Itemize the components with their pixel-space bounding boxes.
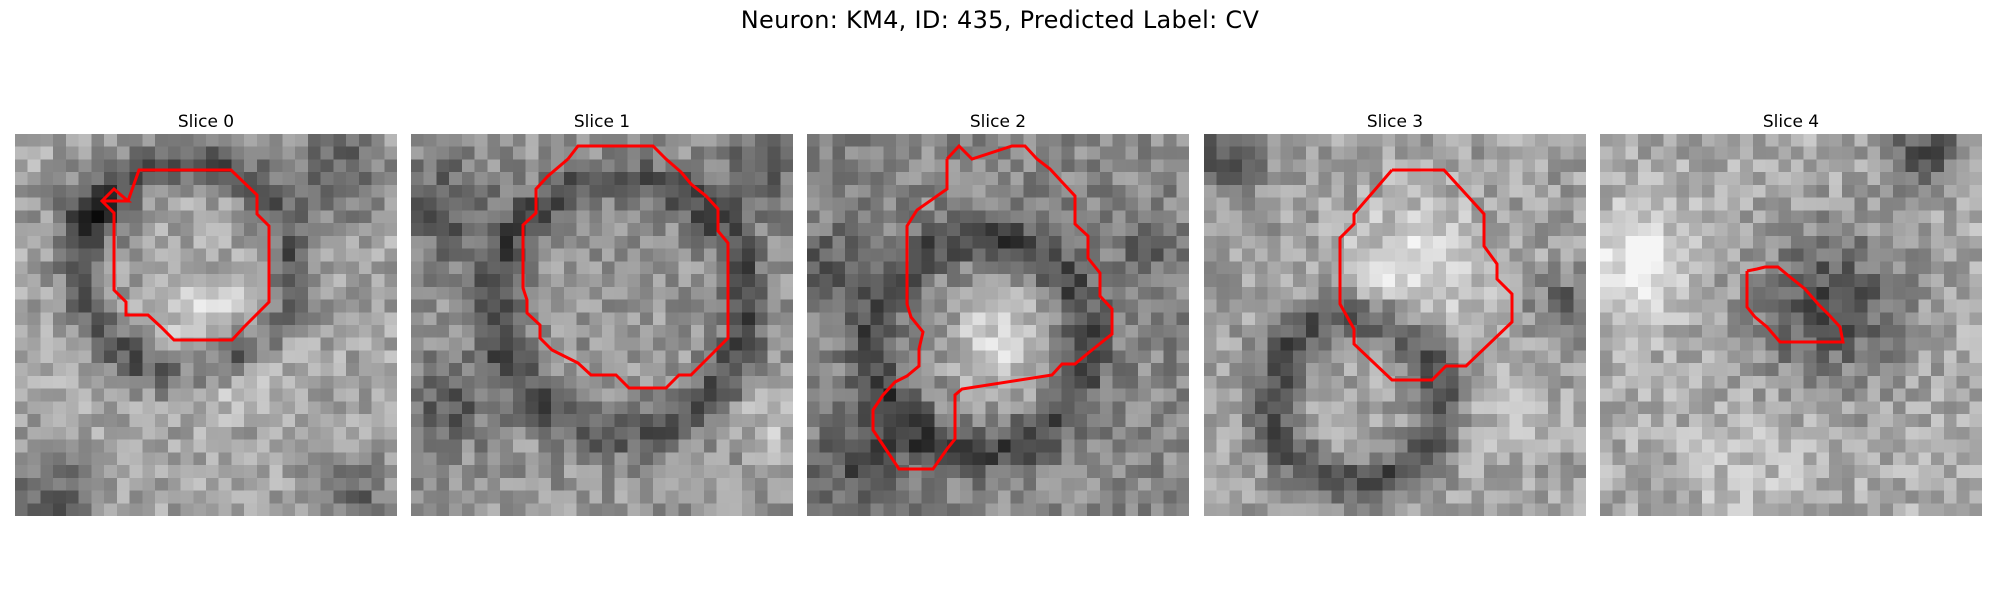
slice-image-1 <box>411 134 793 516</box>
roi-contour-4 <box>1745 265 1845 344</box>
slice-title-3: Slice 3 <box>1366 112 1424 132</box>
micrograph-0 <box>15 134 397 516</box>
roi-contour-0 <box>99 168 271 342</box>
slice-title-2: Slice 2 <box>969 112 1027 132</box>
slice-panel-1: Slice 1 <box>411 110 793 516</box>
slice-panel-2: Slice 2 <box>807 110 1189 516</box>
contour-overlay-4 <box>1745 265 1845 344</box>
figure-title: Neuron: KM4, ID: 435, Predicted Label: C… <box>740 6 1260 34</box>
slice-title-1: Slice 1 <box>573 112 631 132</box>
contour-overlay-2 <box>871 143 1114 471</box>
roi-contour-3 <box>1338 168 1514 382</box>
slice-image-0 <box>15 134 397 516</box>
contour-overlay-3 <box>1338 168 1514 382</box>
slice-title-4: Slice 4 <box>1762 112 1820 132</box>
slice-panel-0: Slice 0 <box>15 110 397 516</box>
slice-panel-3: Slice 3 <box>1204 110 1586 516</box>
micrograph-2 <box>807 134 1189 516</box>
slice-image-3 <box>1204 134 1586 516</box>
contour-overlay-1 <box>521 144 730 390</box>
slice-panel-4: Slice 4 <box>1600 110 1982 516</box>
slice-title-0: Slice 0 <box>177 112 235 132</box>
micrograph-3 <box>1204 134 1586 516</box>
contour-overlay-0 <box>99 168 271 342</box>
roi-contour-1 <box>521 144 730 390</box>
slice-image-2 <box>807 134 1189 516</box>
micrograph-4 <box>1600 134 1982 516</box>
slice-image-4 <box>1600 134 1982 516</box>
roi-contour-2 <box>871 143 1114 471</box>
